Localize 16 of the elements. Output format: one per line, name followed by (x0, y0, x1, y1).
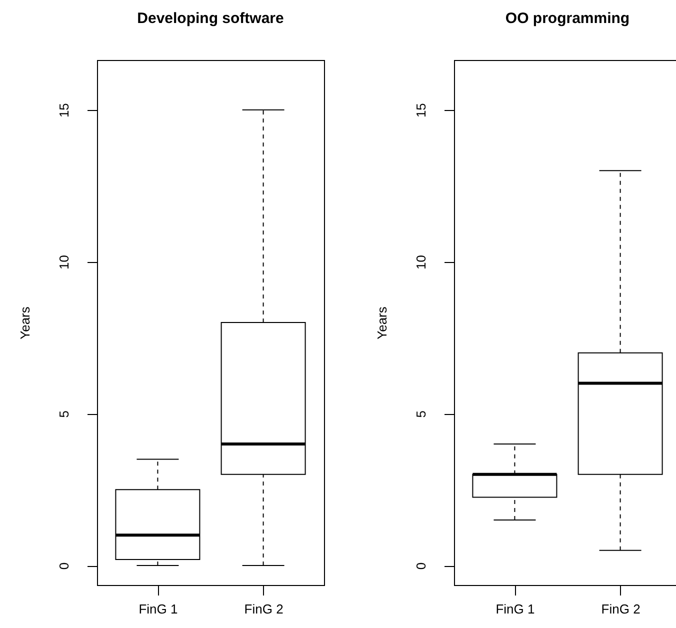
y-tick-label: 10 (414, 255, 428, 270)
x-tick-label: FinG 2 (601, 602, 640, 616)
y-tick-label: 0 (414, 562, 428, 570)
y-tick-label: 5 (56, 410, 72, 418)
x-tick-label: FinG 1 (496, 602, 535, 616)
chart-title: Developing software (137, 10, 284, 27)
y-tick-label: 15 (56, 103, 72, 118)
y-tick-label: 5 (414, 410, 428, 418)
x-tick-label: FinG 2 (244, 602, 284, 616)
y-axis-title: Years (18, 306, 32, 340)
x-tick-label: FinG 1 (138, 602, 178, 616)
y-axis-title: Years (374, 306, 390, 340)
y-tick-label: 0 (56, 562, 72, 570)
chart-title: OO programming (505, 10, 630, 27)
y-tick-label: 10 (56, 255, 72, 270)
y-tick-label: 15 (414, 103, 428, 118)
